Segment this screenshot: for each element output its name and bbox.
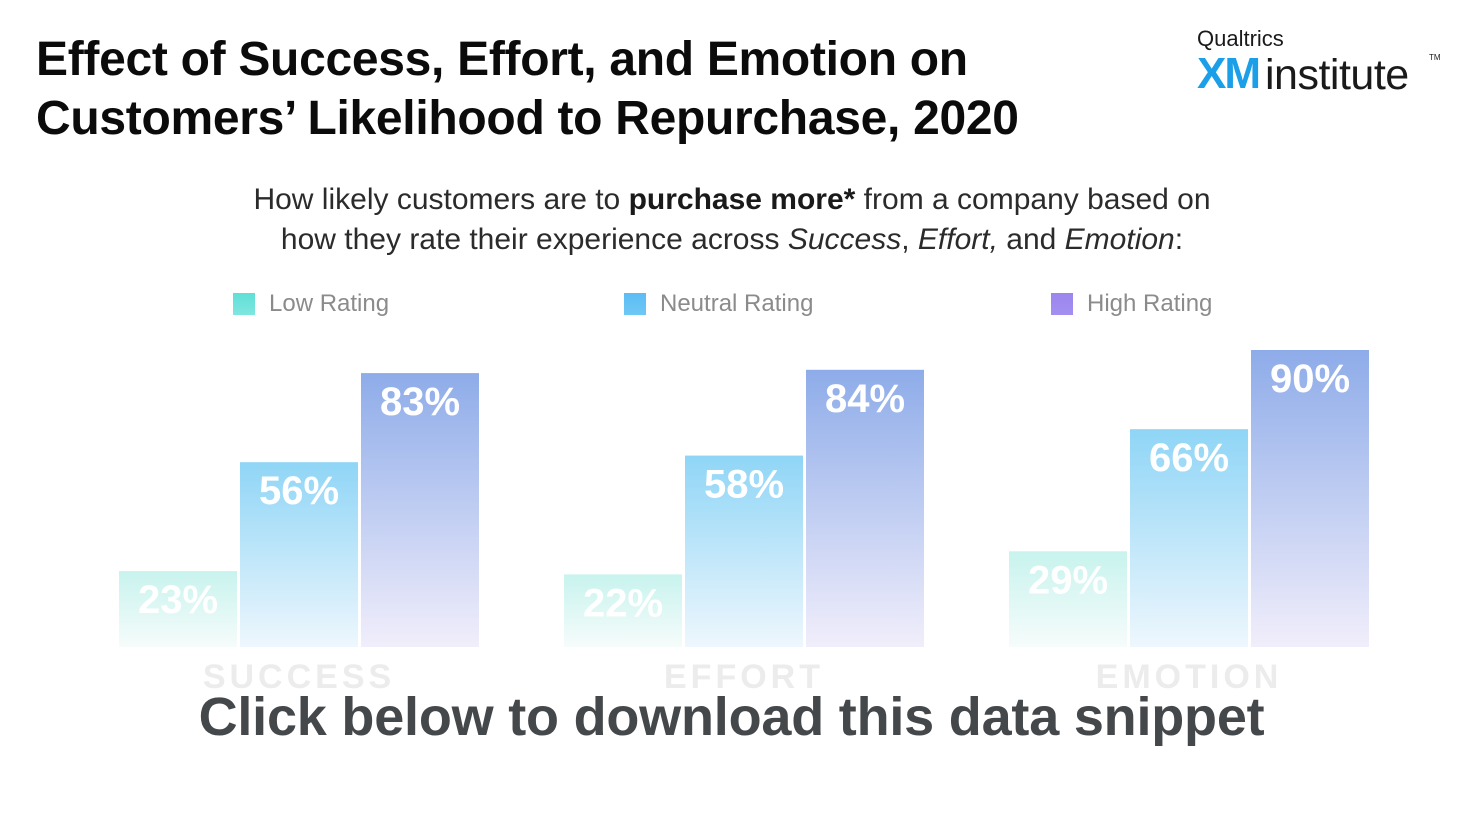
logo-product-text: institute (1265, 51, 1409, 99)
logo-xm-text: XM (1197, 49, 1261, 98)
chart-title-line-1: Effect of Success, Effort, and Emotion o… (36, 33, 968, 86)
chart-subtitle: How likely customers are to purchase mor… (132, 180, 1332, 260)
bar-emotion-high (1251, 350, 1369, 647)
data-label-effort-low: 22% (583, 581, 663, 625)
legend-swatch-low (233, 293, 255, 315)
logo-trademark: TM (1429, 53, 1441, 62)
legend-item-high: High Rating (1051, 288, 1212, 320)
category-label-effort: EFFORT (664, 658, 824, 690)
subtitle-line-1: How likely customers are to purchase mor… (253, 183, 1211, 216)
legend-swatch-neutral (624, 293, 646, 315)
qualtrics-xm-institute-logo: Qualtrics XM institute TM (1197, 26, 1447, 99)
data-labels-group: 23% 56% 83% 22% 58% 84% 29% 66% 90% (138, 357, 1350, 625)
data-label-success-neutral: 56% (259, 469, 339, 513)
legend-label-low: Low Rating (269, 290, 390, 317)
subtitle-line-2: how they rate their experience across Su… (280, 223, 1184, 256)
data-label-emotion-neutral: 66% (1149, 436, 1229, 480)
subtitle-emphasis: purchase more* (628, 183, 856, 216)
chart-legend: Low Rating Neutral Rating High Rating (0, 288, 1463, 320)
bar-effort-high (806, 369, 924, 647)
category-labels-group: SUCCESS EFFORT EMOTION (203, 658, 1283, 690)
bar-effort-neutral (685, 455, 803, 647)
chart-title: Effect of Success, Effort, and Emotion o… (36, 30, 1019, 148)
legend-label-neutral: Neutral Rating (660, 290, 814, 317)
bar-chart: 23% 56% 83% 22% 58% 84% 29% 66% 90% SUCCESS EFFOR… (119, 350, 1369, 690)
chart-title-line-2: Customers’ Likelihood to Repurchase, 202… (36, 92, 1019, 145)
legend-label-high: High Rating (1087, 290, 1213, 317)
legend-item-neutral: Neutral Rating (624, 288, 813, 320)
bar-success-neutral (240, 462, 358, 647)
bar-effort-low (564, 574, 682, 647)
data-label-emotion-high: 90% (1270, 357, 1350, 401)
category-label-success: SUCCESS (203, 658, 395, 690)
logo-brand-text: Qualtrics (1197, 26, 1284, 51)
data-label-success-low: 23% (138, 578, 218, 622)
download-cta-text: Click below to download this data snippe… (198, 687, 1265, 747)
bar-emotion-neutral (1130, 429, 1248, 647)
legend-item-low: Low Rating (233, 288, 389, 320)
data-label-emotion-low: 29% (1028, 558, 1108, 602)
legend-swatch-high (1051, 293, 1073, 315)
bar-success-high (361, 373, 479, 647)
data-label-effort-high: 84% (825, 377, 905, 421)
data-label-success-high: 83% (380, 380, 460, 424)
data-label-effort-neutral: 58% (704, 463, 784, 507)
bar-emotion-low (1009, 551, 1127, 647)
bars-group (119, 350, 1369, 647)
bar-success-low (119, 571, 237, 647)
category-label-emotion: EMOTION (1096, 658, 1283, 690)
